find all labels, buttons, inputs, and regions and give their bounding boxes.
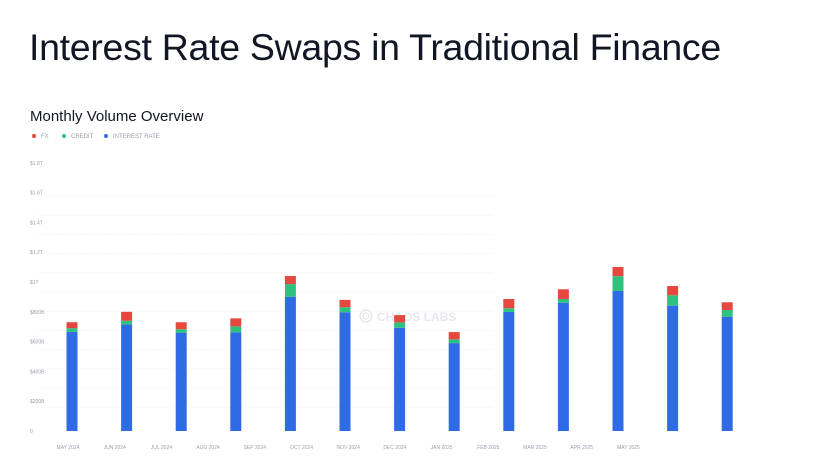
legend-label: INTEREST RATE xyxy=(113,134,160,140)
x-axis: MAY 2024 JUN 2024 JUL 2024 AUG 2024 SEP 2024… xyxy=(57,445,641,451)
legend-marker-interest-rate xyxy=(104,134,108,138)
bar-segment-fx xyxy=(284,276,296,285)
bar-may-2024 xyxy=(66,322,78,431)
bar-segment-interest-rate xyxy=(721,316,733,431)
bar-segment-interest-rate xyxy=(503,311,515,431)
bar-segment-fx xyxy=(175,322,187,330)
bar-segment-interest-rate xyxy=(557,302,569,431)
bar-segment-credit xyxy=(66,328,78,332)
bar-segment-credit xyxy=(503,308,515,312)
y-tick-label: 0 xyxy=(30,429,33,435)
y-tick-label: $1.4T xyxy=(30,220,43,226)
bar-segment-credit xyxy=(394,322,406,328)
bar-segment-interest-rate xyxy=(66,331,78,431)
y-tick-label: $600B xyxy=(30,340,45,346)
bar-feb-2025 xyxy=(557,289,569,431)
legend-label: CREDIT xyxy=(71,134,94,140)
bar-segment-fx xyxy=(394,315,406,323)
bar-segment-interest-rate xyxy=(121,324,133,431)
y-tick-label: $1.8T xyxy=(30,161,43,167)
bar-segment-fx xyxy=(667,286,679,296)
bar-segment-interest-rate xyxy=(667,305,679,431)
bar-jul-2024 xyxy=(175,322,187,431)
chaos-labs-logo-icon xyxy=(359,309,373,323)
bar-segment-credit xyxy=(230,326,242,333)
x-tick-label: SEP 2024 xyxy=(244,445,267,451)
bar-segment-fx xyxy=(612,266,624,277)
bar-segment-credit xyxy=(121,320,133,325)
bar-segment-interest-rate xyxy=(612,290,624,431)
y-tick-label: $400B xyxy=(30,369,45,375)
y-axis: 0 $200B $400B $600B $800B $1T $1.2T $1.4T $1.6T $… xyxy=(30,161,45,435)
x-tick-label: MAY 2024 xyxy=(57,445,80,451)
bar-segment-fx xyxy=(448,332,460,340)
bar-segment-credit xyxy=(667,295,679,306)
x-tick-label: JUN 2024 xyxy=(104,445,126,451)
bar-mar-2025 xyxy=(612,266,624,431)
bar-segment-interest-rate xyxy=(394,327,406,431)
bar-segment-fx xyxy=(121,311,133,321)
bar-segment-interest-rate xyxy=(284,296,296,431)
bar-dec-2024 xyxy=(448,332,460,431)
bar-segment-fx xyxy=(557,289,569,299)
bars xyxy=(66,266,733,431)
y-tick-label: $1T xyxy=(30,280,39,286)
page-title: Interest Rate Swaps in Traditional Finan… xyxy=(29,26,721,68)
bar-sep-2024 xyxy=(284,276,296,431)
x-tick-label: JUL 2024 xyxy=(151,445,172,451)
y-tick-label: $1.6T xyxy=(30,191,43,197)
bar-segment-interest-rate xyxy=(448,343,460,431)
bar-segment-fx xyxy=(503,298,515,309)
bar-oct-2024 xyxy=(339,299,351,431)
bar-apr-2025 xyxy=(667,286,679,431)
bar-segment-credit xyxy=(612,276,624,291)
x-tick-label: OCT 2024 xyxy=(290,445,313,451)
bar-segment-fx xyxy=(230,318,242,327)
bar-segment-interest-rate xyxy=(230,332,242,431)
x-tick-label: APR 2025 xyxy=(570,445,593,451)
x-tick-label: DEC 2024 xyxy=(383,445,406,451)
bar-segment-credit xyxy=(339,307,351,313)
bar-segment-fx xyxy=(339,299,351,308)
legend-marker-credit xyxy=(62,134,66,138)
bar-segment-fx xyxy=(721,302,733,311)
legend-label: FX xyxy=(41,134,49,140)
y-tick-label: $1.2T xyxy=(30,250,43,256)
y-tick-label: $800B xyxy=(30,310,45,316)
legend: FX CREDIT INTEREST RATE xyxy=(32,134,160,140)
x-tick-label: NOV 2024 xyxy=(337,445,361,451)
chart-title: Monthly Volume Overview xyxy=(30,108,204,125)
bar-aug-2024 xyxy=(230,318,242,431)
legend-marker-fx xyxy=(32,134,36,138)
x-tick-label: MAR 2025 xyxy=(523,445,547,451)
bar-jan-2025 xyxy=(503,298,515,431)
bar-segment-credit xyxy=(175,329,187,333)
x-tick-label: AUG 2024 xyxy=(196,445,220,451)
bar-jun-2024 xyxy=(121,311,133,431)
x-tick-label: MAY 2025 xyxy=(617,445,640,451)
bar-segment-fx xyxy=(66,322,78,329)
x-tick-label: FEB 2025 xyxy=(477,445,499,451)
watermark: CHAOS LABS xyxy=(377,310,456,324)
bar-segment-credit xyxy=(284,284,296,297)
bar-segment-credit xyxy=(448,339,460,344)
bar-segment-credit xyxy=(557,298,569,303)
x-tick-label: JAN 2025 xyxy=(431,445,453,451)
bar-segment-interest-rate xyxy=(339,312,351,431)
gridlines xyxy=(38,195,493,408)
bar-may-2025 xyxy=(721,302,733,431)
bar-segment-interest-rate xyxy=(175,332,187,431)
bar-nov-2024 xyxy=(394,315,406,431)
y-tick-label: $200B xyxy=(30,399,45,405)
bar-segment-credit xyxy=(721,310,733,317)
